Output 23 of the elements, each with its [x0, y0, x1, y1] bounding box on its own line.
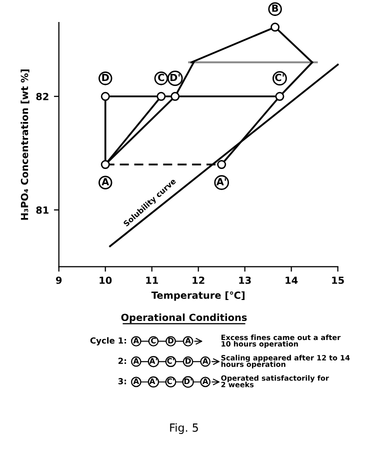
text: 3:: [118, 378, 126, 384]
annotation: D': [170, 74, 180, 82]
x-tick-label: 10: [100, 276, 112, 284]
x-tick-label: 15: [332, 276, 344, 284]
x-tick-label: 12: [192, 276, 204, 284]
caption: Fig. 5: [170, 423, 198, 434]
y-tick-label: 81: [36, 206, 48, 214]
annotation: C: [158, 74, 164, 82]
text: Cycle 1:: [90, 337, 126, 346]
annotation: B: [272, 4, 278, 12]
text: 2:: [118, 358, 126, 364]
annotation: A': [216, 178, 226, 186]
text: Operational Conditions: [121, 314, 247, 323]
x-tick-label: 14: [286, 276, 298, 284]
x-tick-label: 11: [146, 276, 158, 284]
annotation: D: [102, 74, 109, 82]
x-axis-title: Temperature [℃]: [151, 291, 245, 301]
annotation: A: [102, 178, 110, 186]
x-tick-label: 9: [56, 276, 62, 284]
annotation: C': [275, 74, 284, 82]
y-tick-label: 82: [36, 92, 48, 100]
y-axis-title: H₃PO₄ Concentration [wt %]: [20, 69, 30, 220]
x-tick-label: 13: [239, 276, 251, 284]
